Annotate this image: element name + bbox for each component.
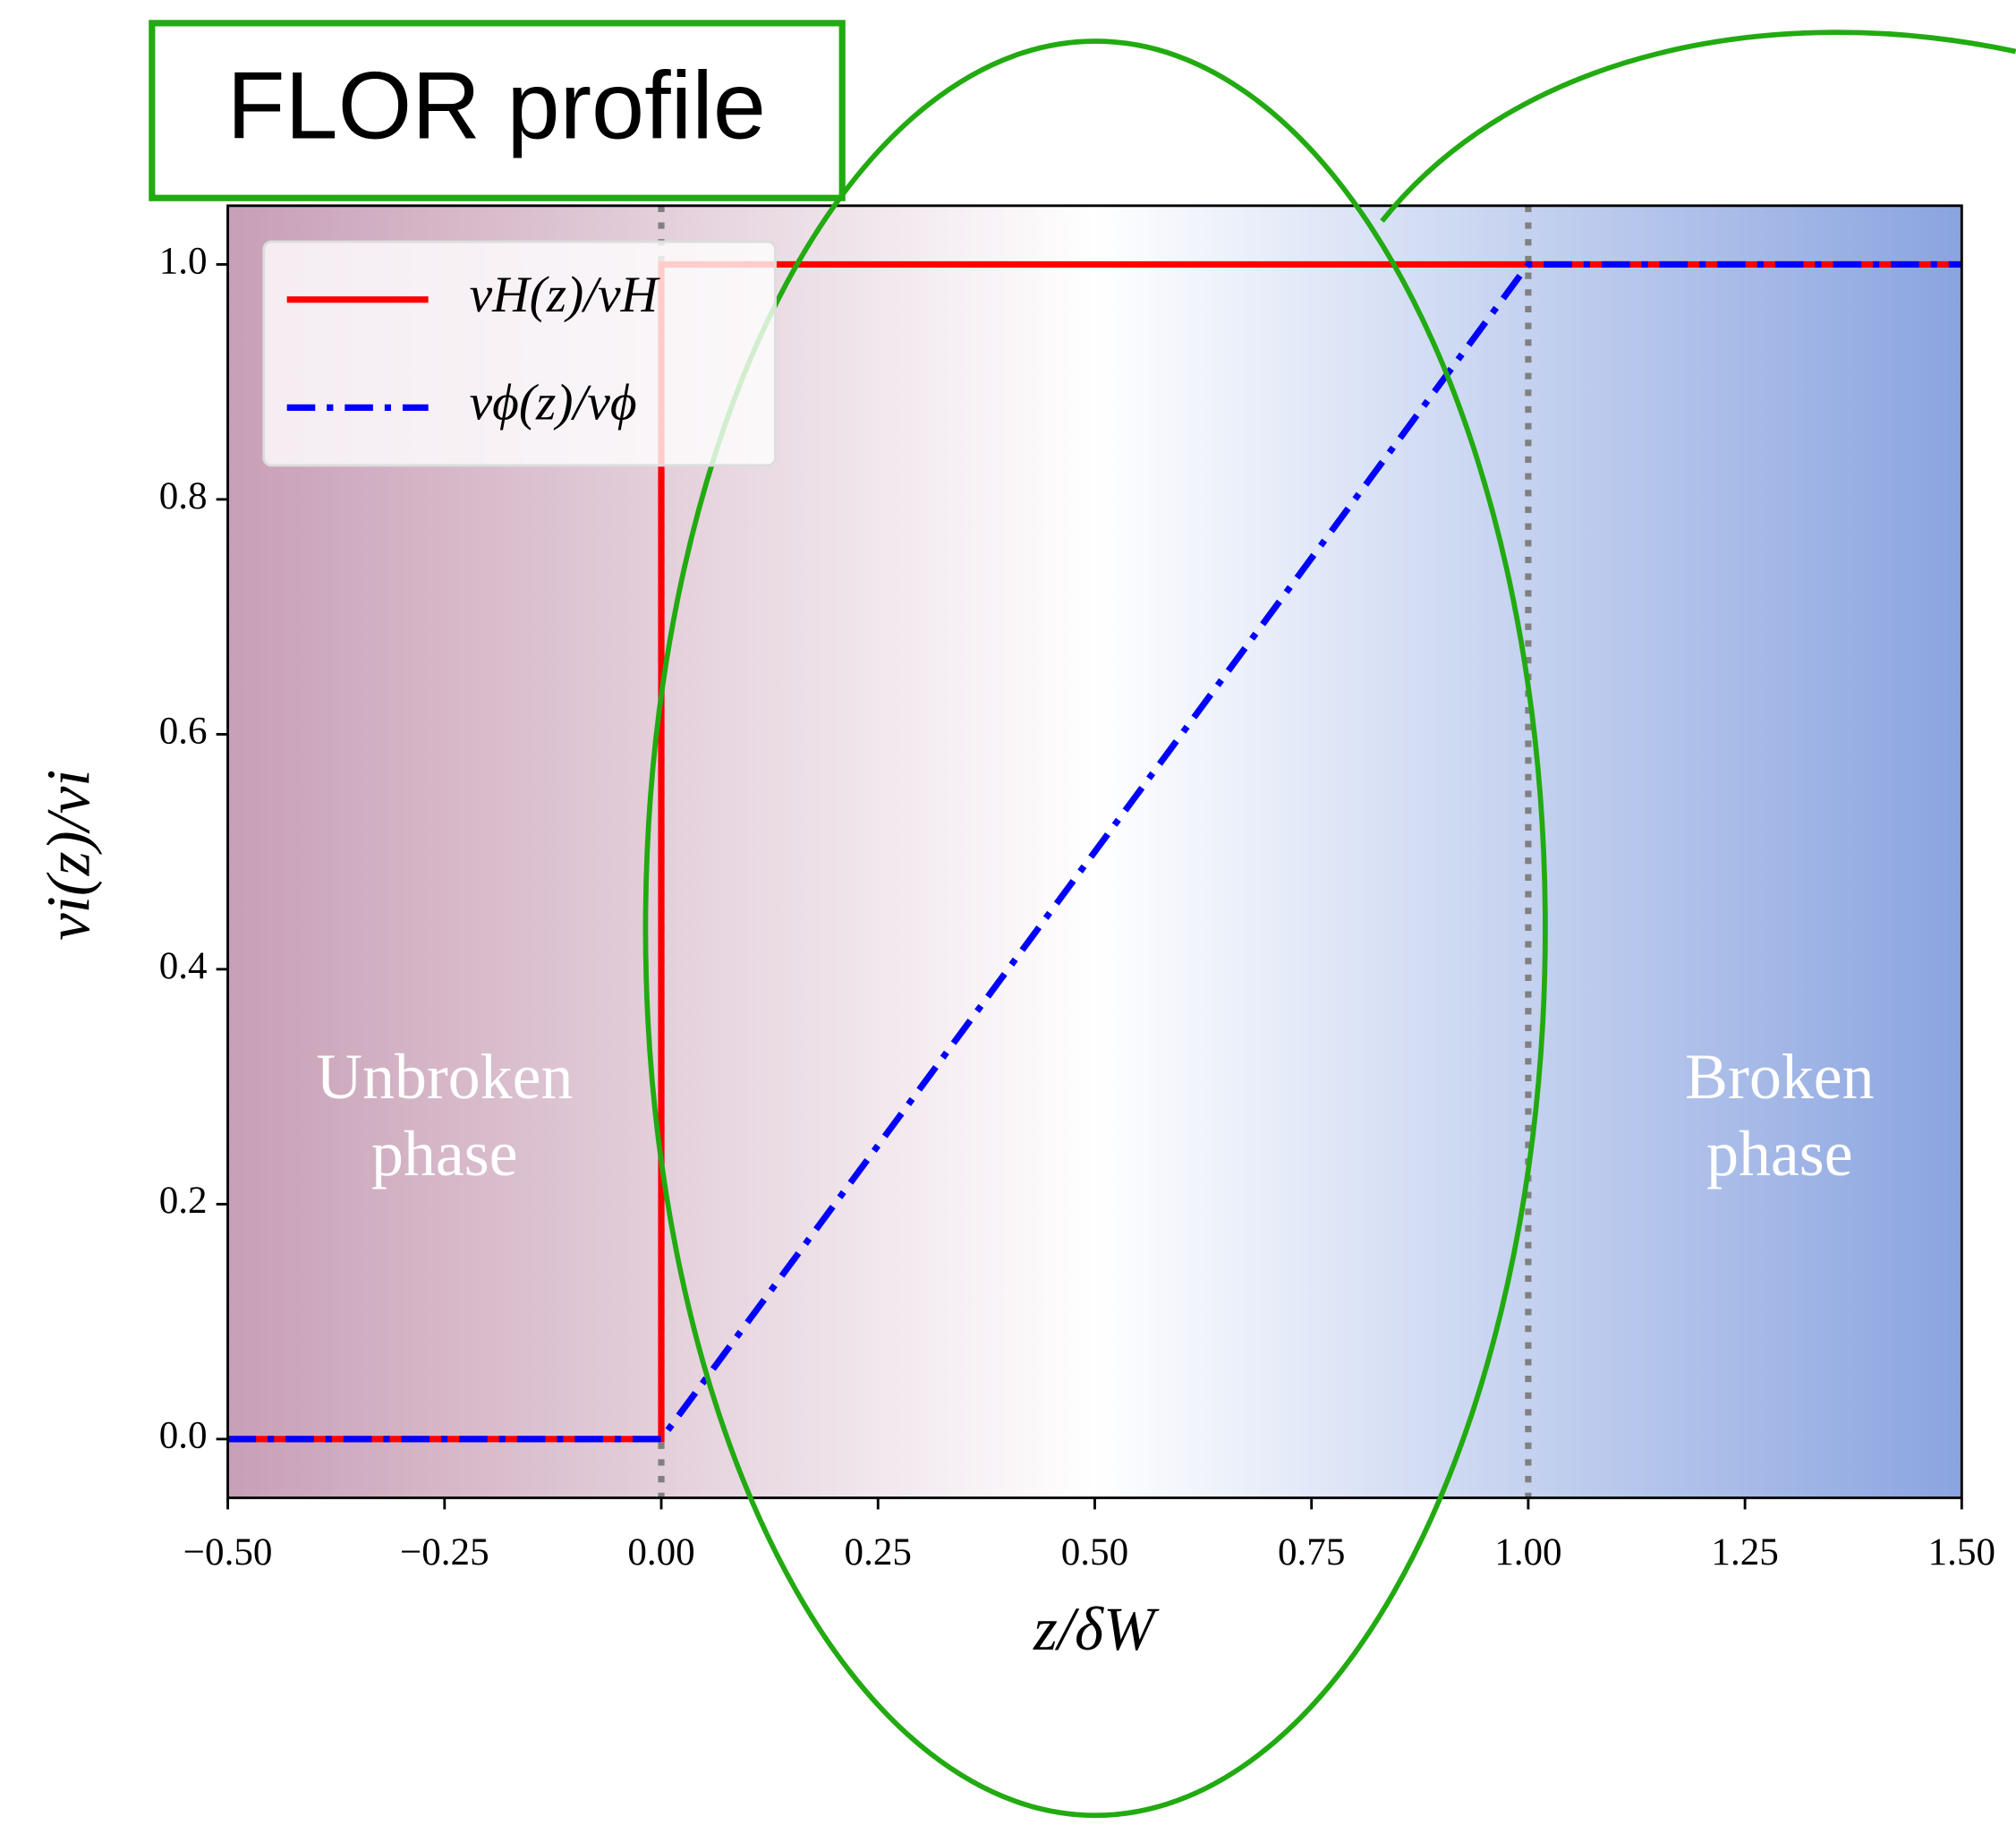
- x-axis-label: z/δW: [1033, 1595, 1160, 1663]
- annotation: Broken: [1685, 1041, 1874, 1113]
- x-tick-label: 1.25: [1711, 1531, 1778, 1573]
- highlight-arc: [1380, 30, 2016, 223]
- title-box: [149, 20, 846, 201]
- x-tick-label: −0.25: [400, 1531, 489, 1573]
- x-tick-label: 0.50: [1061, 1531, 1128, 1573]
- legend-label: vH(z)/vH: [470, 267, 661, 323]
- x-tick-label: 0.75: [1278, 1531, 1345, 1573]
- y-tick-label: 0.8: [159, 475, 208, 517]
- x-tick-label: 0.00: [627, 1531, 694, 1573]
- highlight-ellipse: [642, 38, 1548, 1819]
- x-tick-label: 0.25: [845, 1531, 912, 1573]
- x-tick-label: −0.50: [183, 1531, 273, 1573]
- plot-area: [227, 205, 1962, 1498]
- annotation: phase: [371, 1118, 518, 1190]
- y-tick-label: 0.0: [159, 1415, 208, 1457]
- annotation: Unbroken: [316, 1041, 573, 1113]
- data-line: [227, 260, 1962, 1443]
- chart-title: FLOR profile: [227, 52, 766, 158]
- y-tick-label: 1.0: [159, 240, 208, 282]
- legend-label: vϕ(z)/vϕ: [470, 375, 637, 431]
- y-tick-label: 0.2: [159, 1180, 208, 1222]
- x-tick-label: 1.00: [1494, 1531, 1561, 1573]
- y-tick-label: 0.6: [159, 710, 208, 752]
- y-tick-label: 0.4: [159, 945, 208, 987]
- y-axis-label: vi(z)/vi: [34, 770, 102, 941]
- x-tick-label: 1.50: [1928, 1531, 1995, 1573]
- annotation: phase: [1706, 1118, 1853, 1190]
